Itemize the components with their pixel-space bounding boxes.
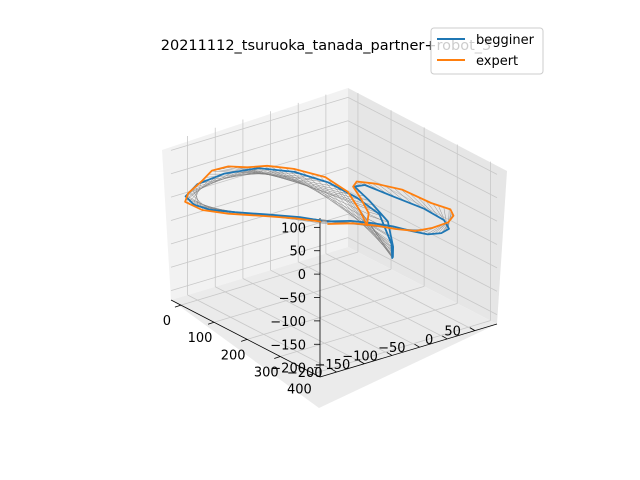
connector-line [400,189,422,208]
connector-line [393,187,413,205]
connector-line [186,173,224,199]
x-tick-mark [174,304,182,308]
y-tick-mark [414,343,420,348]
legend-label-begginer: begginer [476,33,535,48]
y-tick-mark [442,335,448,340]
z-tick-label-3: −50 [279,292,306,307]
y-tick-mark [469,327,476,331]
grid-line-x-floor [180,251,359,306]
connector-line [215,169,319,180]
z-tick-label-0: 100 [281,221,306,236]
connector-line [187,172,233,197]
grid-line-z-left [170,237,349,292]
connector-line [417,196,434,215]
grid-line-z-right [347,120,498,199]
grid-line-z-left [170,96,349,151]
x-tick-mark [241,338,248,342]
grid-line-y-floor [270,269,420,348]
x-tick-mark [274,356,281,359]
connector-line [235,166,353,196]
y-tick-label-1: −150 [315,358,351,373]
grid-line-z-right [347,167,498,245]
connector-line [378,184,396,198]
back-right-pane [348,88,507,324]
series-line-begginer [184,167,450,259]
y-tick-label-3: −50 [378,341,405,356]
x-axis-line [170,299,321,378]
y-tick-mark [331,368,337,373]
connector-lines [185,165,454,259]
chart-title: 20211112_tsuruoka_tanada_partner+robot_3 [161,38,491,54]
grid-line-x-floor [280,303,458,357]
legend: begginer expert [430,27,544,75]
connector-line [448,208,450,228]
tick-labels: 0100200300400−200−150−100−50050100500−50… [163,221,476,398]
connector-line [425,200,440,218]
legend-label-expert: expert [476,54,518,69]
grid-line-z-left [170,190,349,245]
x-tick-label-0: 0 [163,314,171,329]
y-tick-label-0: −200 [287,366,323,381]
connector-line [187,179,209,204]
series-line-expert [184,164,455,232]
grid-line-y-floor [187,294,337,373]
connector-line [230,166,345,192]
y-tick-label-2: −100 [342,349,378,364]
connector-line [241,166,360,200]
x-tick-label-1: 100 [188,331,213,346]
z-tick-label-5: −150 [270,338,306,353]
z-tick-label-4: −100 [270,315,306,330]
connector-line [366,224,393,244]
y-tick-mark [386,352,393,356]
connector-line [385,185,405,201]
y-axis-line [319,323,498,378]
grid-line-z-right [347,213,498,292]
grid-line-x-floor [313,320,491,374]
grid-line-z-right [347,96,498,175]
z-tick-label-2: 0 [298,268,306,283]
y-tick-mark [359,360,365,365]
floor-pane [171,247,497,408]
grid-line-z-left [170,213,349,268]
connector-line [319,175,393,256]
grid-line-y-floor [325,253,476,331]
connector-line [191,168,252,191]
z-tick-label-6: −200 [270,362,306,377]
x-tick-label-3: 300 [254,365,279,380]
grid-line-y-floor [298,261,448,340]
grid-line-y-floor [242,278,393,356]
z-tick-label-1: 50 [289,245,306,260]
axes-panes [162,88,507,408]
connector-line [188,170,243,194]
connector-line [409,192,429,212]
grid-line-z-right [347,143,498,222]
grid-line-x-floor [247,285,425,340]
connector-line [301,170,392,251]
series-layer [184,164,455,259]
grid-line-z-left [170,167,349,221]
connector-line [432,203,445,221]
x-tick-label-4: 400 [287,383,312,398]
grid-line-z-left [170,120,349,175]
x-tick-mark [307,373,314,376]
grid-line-y-floor [215,286,365,365]
back-left-pane [162,88,348,300]
connector-line [368,215,389,223]
x-tick-mark [207,321,215,325]
connector-line [198,169,272,184]
x-tick-label-2: 200 [221,348,246,363]
y-tick-label-4: 0 [425,333,433,348]
y-tick-label-5: 50 [444,325,461,340]
grid-line-x-floor [213,268,392,323]
grid-line-z-right [347,237,498,316]
